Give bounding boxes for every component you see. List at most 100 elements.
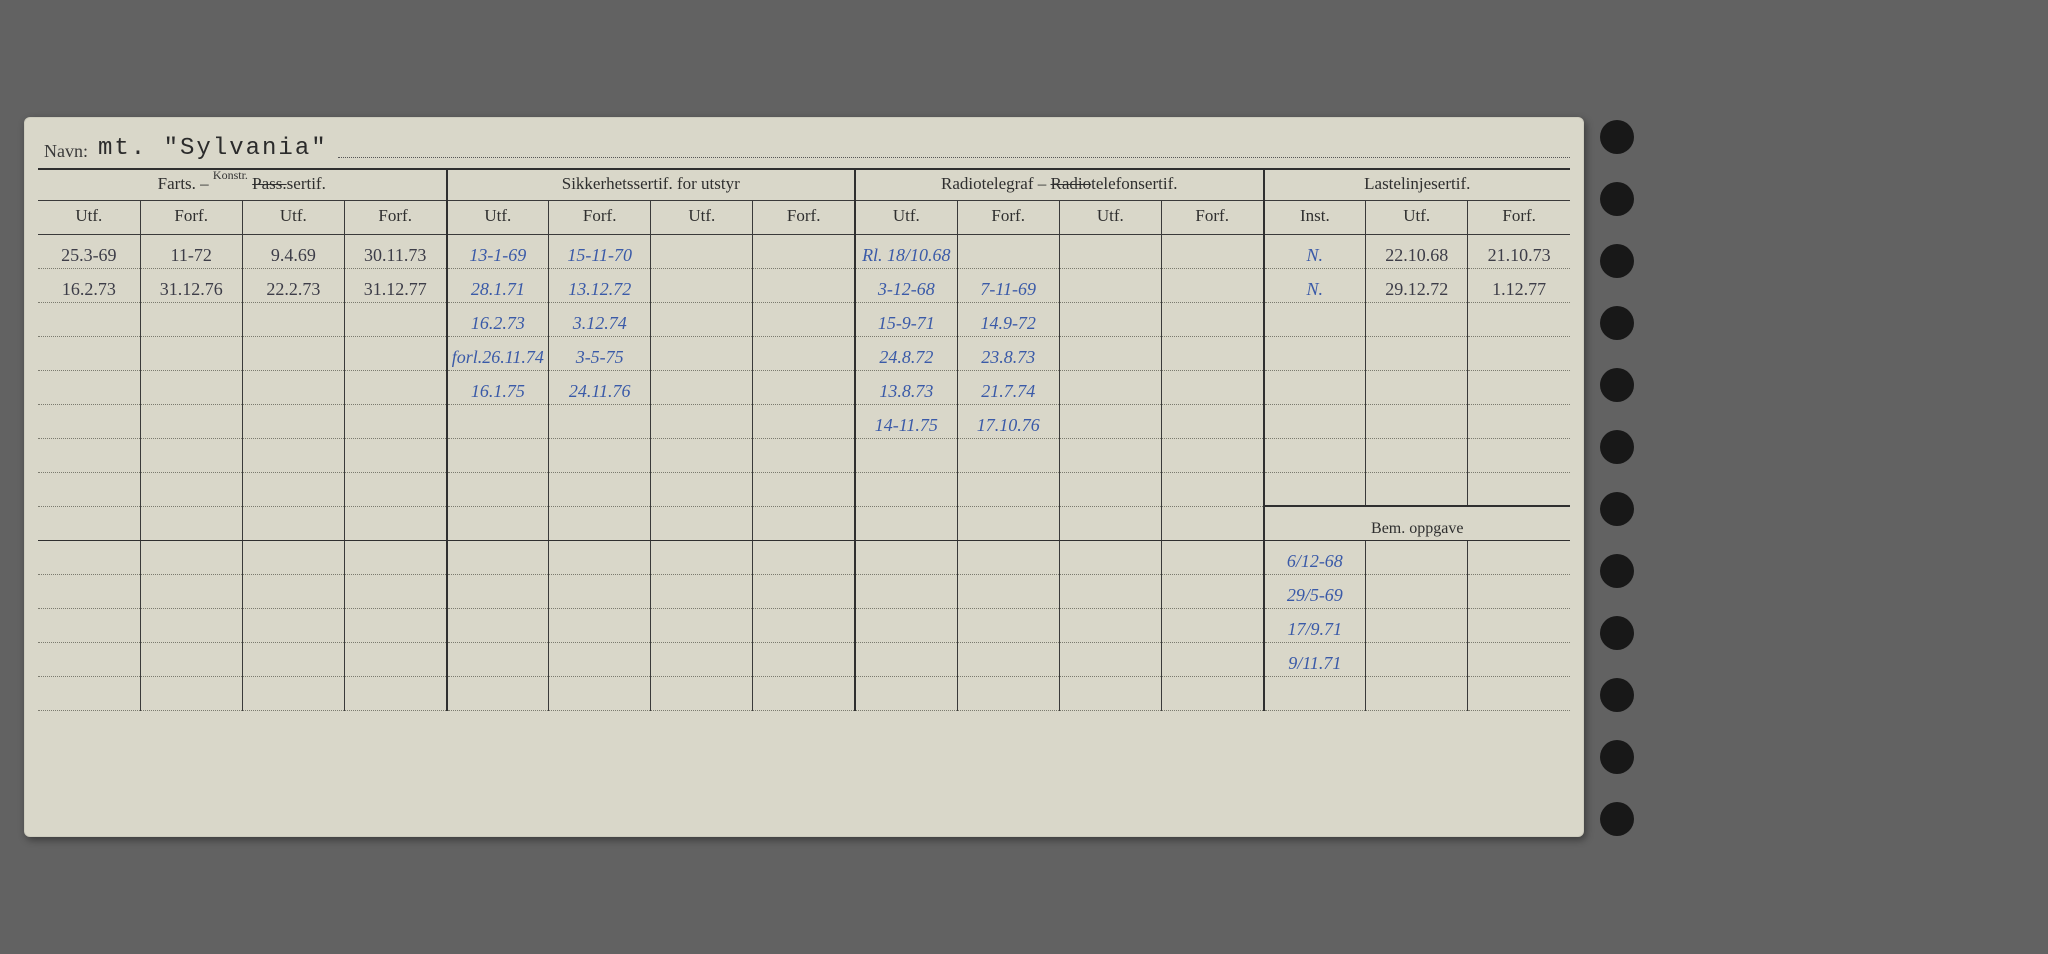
annotation-konstr: Konstr. (213, 170, 248, 182)
cell (957, 438, 1059, 472)
cell (855, 540, 957, 574)
cell (957, 574, 1059, 608)
cell (140, 676, 242, 710)
bem-cell: 17/9.71 (1264, 608, 1366, 642)
cell (855, 472, 957, 506)
cell (753, 370, 855, 404)
table-row: 16.2.7331.12.7622.2.7331.12.7728.1.7113.… (38, 268, 1570, 302)
cell (447, 642, 549, 676)
cell (651, 642, 753, 676)
cell (753, 302, 855, 336)
group-sikkerhet: Sikkerhetssertif. for utstyr (447, 170, 856, 200)
bem-cell (1366, 608, 1468, 642)
cell: 25.3-69 (38, 234, 140, 268)
cell: 24.8.72 (855, 336, 957, 370)
hdr-forf: Forf. (549, 200, 651, 234)
cell: 16.1.75 (447, 370, 549, 404)
cell (344, 438, 446, 472)
cell (753, 472, 855, 506)
cell (1366, 438, 1468, 472)
cell (651, 506, 753, 540)
cell (651, 268, 753, 302)
bem-cell (1366, 676, 1468, 710)
cell (1059, 540, 1161, 574)
cell (447, 574, 549, 608)
cell (957, 676, 1059, 710)
cell (1161, 506, 1263, 540)
cell (651, 676, 753, 710)
cell (140, 574, 242, 608)
cell: forl.26.11.74 (447, 336, 549, 370)
cell (549, 608, 651, 642)
cell: 28.1.71 (447, 268, 549, 302)
cell (549, 472, 651, 506)
hdr-utf: Utf. (1366, 200, 1468, 234)
table-row: 16.1.7524.11.7613.8.7321.7.74 (38, 370, 1570, 404)
cell (1059, 370, 1161, 404)
cell (38, 370, 140, 404)
hdr-forf: Forf. (1468, 200, 1570, 234)
cell (344, 506, 446, 540)
cell (1366, 404, 1468, 438)
cell: 31.12.76 (140, 268, 242, 302)
cell (344, 540, 446, 574)
punch-hole-icon (1600, 616, 1634, 650)
table-row: 29/5-69 (38, 574, 1570, 608)
punch-hole-icon (1600, 554, 1634, 588)
hdr-utf: Utf. (855, 200, 957, 234)
cell (753, 608, 855, 642)
hdr-forf: Forf. (140, 200, 242, 234)
cell (855, 642, 957, 676)
cell (242, 608, 344, 642)
table-row: 17/9.71 (38, 608, 1570, 642)
cell (242, 336, 344, 370)
cell (1468, 472, 1570, 506)
punch-hole-icon (1600, 492, 1634, 526)
bem-cell (1468, 608, 1570, 642)
cell: 21.10.73 (1468, 234, 1570, 268)
cell (1161, 404, 1263, 438)
cell (1366, 472, 1468, 506)
cell: 14.9-72 (957, 302, 1059, 336)
cell (651, 608, 753, 642)
cell (753, 642, 855, 676)
cell (447, 438, 549, 472)
group-farts: Farts. – Konstr. Pass.sertif. (38, 170, 447, 200)
cell: 16.2.73 (447, 302, 549, 336)
cell (753, 438, 855, 472)
cell (855, 574, 957, 608)
cell (1161, 302, 1263, 336)
cell (1161, 642, 1263, 676)
cell (651, 234, 753, 268)
cell (140, 336, 242, 370)
bem-cell (1468, 574, 1570, 608)
cell (855, 438, 957, 472)
cell (140, 438, 242, 472)
cell (855, 676, 957, 710)
cell (1468, 336, 1570, 370)
cell (447, 404, 549, 438)
table-row: 16.2.733.12.7415-9-7114.9-72 (38, 302, 1570, 336)
cell (855, 608, 957, 642)
bem-cell (1264, 676, 1366, 710)
hdr-utf: Utf. (651, 200, 753, 234)
cell (38, 506, 140, 540)
cell: 7-11-69 (957, 268, 1059, 302)
cell (38, 438, 140, 472)
cell (1161, 540, 1263, 574)
cell (1264, 438, 1366, 472)
cell: 11-72 (140, 234, 242, 268)
cell: 29.12.72 (1366, 268, 1468, 302)
cell (1264, 336, 1366, 370)
cell (753, 540, 855, 574)
hdr-utf: Utf. (38, 200, 140, 234)
table-row (38, 472, 1570, 506)
cell: 13.12.72 (549, 268, 651, 302)
table-row: 9/11.71 (38, 642, 1570, 676)
punch-hole-icon (1600, 678, 1634, 712)
cell (140, 506, 242, 540)
cell (1161, 370, 1263, 404)
cell (651, 540, 753, 574)
cell (140, 472, 242, 506)
cell (651, 404, 753, 438)
